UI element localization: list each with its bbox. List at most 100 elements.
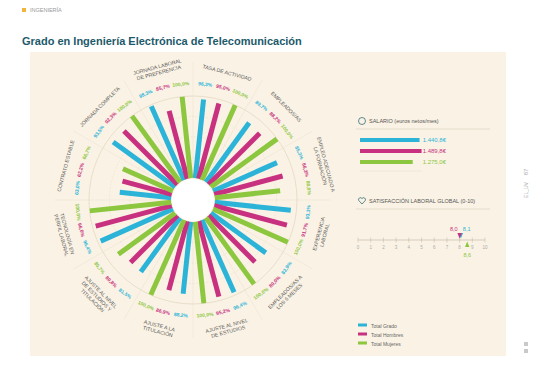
bars: [90, 97, 291, 304]
page-number: 87: [523, 168, 529, 175]
category-label: EMPLEADOS/AS ALOS 6 MESES: [267, 274, 308, 315]
data-label: 80,0%: [305, 180, 313, 195]
category-line: TITULACIÓN: [79, 288, 105, 314]
title-rule: [356, 209, 490, 210]
tick-label: 9: [471, 245, 474, 250]
tick-label: 0: [357, 245, 360, 250]
category-line: JORNADA COMPLETA: [79, 85, 122, 128]
data-label: 8,0: [450, 226, 458, 232]
data-label: 85,7%: [93, 260, 107, 275]
data-label: 100,0%: [292, 237, 305, 255]
data-label: 62,2%: [76, 162, 86, 178]
data-label: 100,0%: [252, 286, 270, 301]
salary-icon: [359, 118, 366, 125]
category-label: EXPERIENCIALABORAL: [312, 216, 333, 253]
tick-label: 2: [382, 245, 385, 250]
legend-label: Total Hombres: [371, 332, 404, 338]
scale-tick: [358, 238, 359, 243]
scale-tick: [434, 238, 435, 243]
page: INGENIERÍA87EL_UVGrado en Ingeniería Ele…: [0, 0, 540, 378]
scale-tick: [370, 238, 371, 243]
category-label: JORNADA COMPLETA: [79, 85, 122, 128]
data-label: 81,5%: [118, 287, 133, 301]
category-label: EMPLEO ADECUADO ALA FORMACIÓN: [310, 136, 336, 194]
category-label: CONTRATO ESTABLE: [56, 139, 76, 192]
data-label: 100,0%: [116, 98, 134, 113]
bars: [360, 138, 422, 164]
tick-label: 1: [369, 245, 372, 250]
data-label: 93,1%: [304, 204, 312, 219]
chart-title: SALARIO (euros netos/mes): [369, 118, 439, 124]
page-dot: [524, 349, 528, 353]
category-label: JORNADA LABORALDE PREFERENCIA: [133, 58, 184, 83]
category-label: AJUSTE A LATITULACIÓN: [141, 319, 176, 339]
data-label: 85,7%: [155, 82, 171, 92]
tick-label: 4: [408, 245, 411, 250]
scale-tick: [396, 238, 397, 243]
data-label: 92,3%: [103, 110, 118, 125]
data-label: 1.275,0€: [423, 159, 447, 165]
data-labels: 96,3%95,0%100,0%89,7%88,2%100,0%85,3%86,…: [73, 80, 313, 319]
data-label: 1.440,8€: [423, 137, 447, 143]
heart-icon: [359, 198, 366, 204]
center-hole: [172, 179, 214, 221]
sector-divider: [215, 200, 331, 201]
scale-tick: [446, 238, 447, 243]
category-line: CONTRATO ESTABLE: [56, 139, 76, 192]
legend-swatch: [358, 342, 367, 345]
data-label: 95,0%: [216, 83, 232, 93]
category-line: EMPLEADOS/AS A: [267, 274, 304, 311]
tick-label: 8: [458, 245, 461, 250]
salary-bar: [360, 149, 422, 153]
salary-bar: [360, 160, 413, 164]
radial-bar: [90, 202, 172, 211]
background: [0, 0, 540, 378]
scale-tick: [383, 238, 384, 243]
data-label: 8,6: [463, 252, 471, 258]
category-label: AJUSTE AL NIVELDE ESTUDIOS YTITULACIÓN: [75, 275, 119, 319]
satisfaction-marker: [457, 233, 461, 239]
radial-bar: [215, 191, 280, 198]
tick-label: 5: [420, 245, 423, 250]
legend-label: Total Grado: [371, 323, 397, 329]
sector-divider: [193, 62, 194, 178]
range-axis: [360, 171, 422, 172]
category-label: TECNOLOGÍA ENPERFIL LABORAL: [53, 212, 76, 257]
tick-label: 10: [482, 245, 488, 250]
category-line: TITULACIÓN: [142, 325, 174, 339]
data-label: 86,3%: [301, 162, 311, 178]
category-label: EMPLEADOS/AS: [270, 90, 303, 123]
category-line: DE PREFERENCIA: [136, 64, 182, 82]
sector-divider: [193, 222, 194, 338]
satisfaction-marker: [465, 242, 469, 248]
scale-tick: [472, 238, 473, 243]
title-rule: [356, 129, 490, 130]
category-line: LOS 6 MESES: [275, 282, 304, 311]
salary-bar: [360, 138, 420, 142]
data-label: 96,0%: [77, 222, 87, 238]
data-label: 1.489,8€: [423, 148, 447, 154]
tick-label: 6: [433, 245, 436, 250]
data-label: 85,3%: [294, 145, 305, 161]
data-label: 88,2%: [268, 110, 283, 125]
tick-label: 7: [446, 245, 449, 250]
data-label: 100,0%: [74, 203, 82, 221]
data-label: 100,0%: [196, 311, 214, 319]
radial-bar: [182, 97, 191, 179]
section-mark: [22, 8, 26, 12]
data-label: 96,4%: [232, 300, 248, 311]
legend-swatch: [358, 333, 367, 336]
data-label: 100,0%: [280, 123, 295, 141]
data-label: 8,1: [463, 226, 471, 232]
sector-divider: [55, 200, 171, 201]
data-label: 93,5%: [92, 123, 106, 138]
data-label: 100,0%: [172, 80, 190, 88]
legend-label: Total Mujeres: [371, 341, 401, 347]
radial-bar: [195, 222, 204, 304]
data-label: 89,7%: [254, 99, 269, 113]
scale-tick: [485, 238, 486, 243]
data-label: 80,0%: [267, 274, 282, 289]
section-label: INGENIERÍA: [30, 7, 62, 13]
data-label: 100,0%: [231, 87, 249, 100]
category-line: LABORAL: [319, 223, 331, 248]
